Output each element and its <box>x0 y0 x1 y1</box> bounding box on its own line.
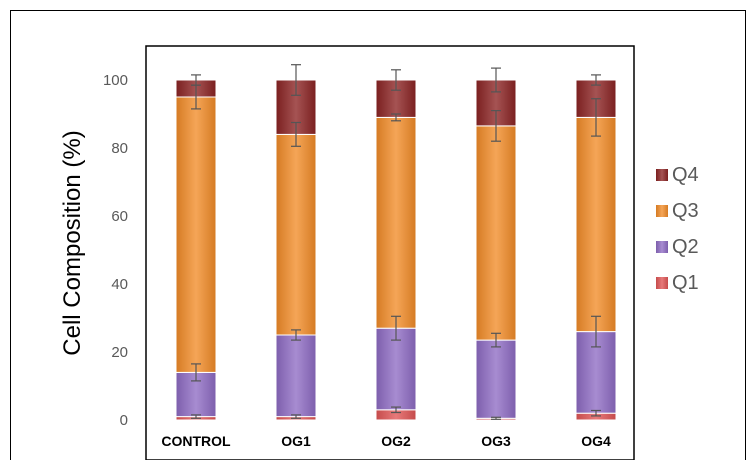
error-bar-q3-og3 <box>491 109 501 142</box>
error-bar-q2-og4 <box>591 315 601 348</box>
plot-area <box>145 45 635 460</box>
legend-label: Q3 <box>672 200 699 222</box>
legend-item-q2: Q2 <box>656 236 699 258</box>
x-tick-label: OG1 <box>281 433 311 449</box>
y-tick-label: 40 <box>111 276 128 293</box>
error-bar-q1-control <box>191 414 201 419</box>
error-bar-q1-og3 <box>491 416 501 420</box>
error-bars <box>191 64 601 420</box>
legend-label: Q1 <box>672 272 699 294</box>
bar-segment-q3-control <box>175 96 217 373</box>
error-bar-q1-og1 <box>291 414 301 419</box>
error-bar-q3-og4 <box>591 98 601 137</box>
legend-swatch <box>656 277 668 289</box>
legend-item-q3: Q3 <box>656 200 699 222</box>
legend-label: Q2 <box>672 236 699 258</box>
legend-label: Q4 <box>672 164 699 186</box>
error-bar-q2-og2 <box>391 315 401 341</box>
bar-segment-q3-og3 <box>475 125 517 341</box>
y-tick-label: 20 <box>111 344 128 361</box>
error-bar-q2-og3 <box>491 332 501 348</box>
x-tick-label: OG2 <box>381 433 411 449</box>
bar-segment-q2-og3 <box>475 339 517 419</box>
y-tick-label: 60 <box>111 208 128 225</box>
y-axis-ticks: 0 20 40 60 80 100 <box>103 72 128 429</box>
bar-segment-q2-og1 <box>275 334 317 418</box>
bar-segment-q3-og1 <box>275 133 317 336</box>
chart-frame <box>10 10 746 460</box>
legend-item-q1: Q1 <box>656 272 699 294</box>
error-bar-q2-control <box>191 363 201 382</box>
legend-swatch <box>656 205 668 217</box>
legend-swatch <box>656 169 668 181</box>
error-bar-q4-og4 <box>591 74 601 86</box>
error-bar-q3-og1 <box>291 121 301 147</box>
error-bar-q1-og4 <box>591 409 601 417</box>
y-tick-label: 0 <box>120 412 128 429</box>
x-tick-label: CONTROL <box>161 433 231 449</box>
bars <box>175 79 617 421</box>
x-axis-categories: CONTROL OG1 OG2 OG3 OG4 <box>161 433 611 449</box>
error-bar-q4-og1 <box>291 64 301 96</box>
y-tick-label: 100 <box>103 72 128 89</box>
legend-swatch <box>656 241 668 253</box>
y-tick-label: 80 <box>111 140 128 157</box>
error-bar-q2-og1 <box>291 329 301 341</box>
x-tick-label: OG3 <box>481 433 511 449</box>
y-axis-label: Cell Composition (%) <box>59 130 86 355</box>
error-bar-q4-control <box>191 74 201 86</box>
bar-segment-q3-og2 <box>375 116 417 329</box>
error-bar-q4-og2 <box>391 69 401 91</box>
bar-segment-q3-og4 <box>575 116 617 333</box>
x-tick-label: OG4 <box>581 433 611 449</box>
error-bar-q3-og2 <box>391 113 401 122</box>
error-bar-q4-og3 <box>491 67 501 93</box>
legend: Q4 Q3 Q2 Q1 <box>656 164 699 294</box>
legend-item-q4: Q4 <box>656 164 699 186</box>
error-bar-q1-og2 <box>391 406 401 414</box>
